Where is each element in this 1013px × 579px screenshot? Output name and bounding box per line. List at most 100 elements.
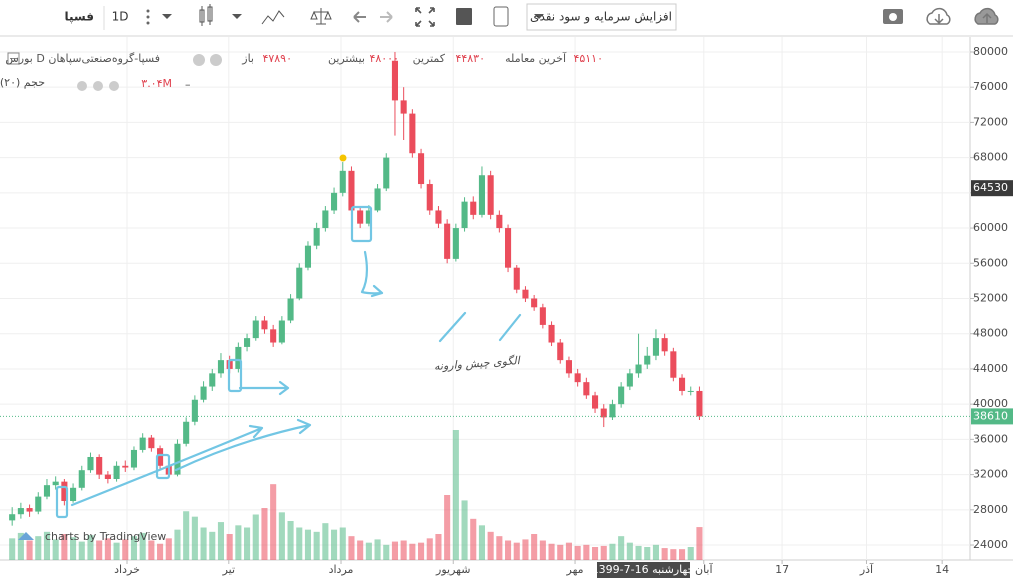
date-badge <box>597 562 690 578</box>
candle-body <box>496 214 503 229</box>
volume-bar <box>96 540 103 560</box>
publish-button[interactable] <box>974 7 999 25</box>
candle-body <box>244 338 251 347</box>
candle-body <box>365 210 372 224</box>
volume-bar <box>557 544 564 560</box>
candle-body <box>418 153 425 185</box>
candle-body <box>157 448 164 466</box>
volume-bar <box>435 534 442 560</box>
candle-body <box>122 465 129 468</box>
event-menu[interactable] <box>526 3 677 31</box>
volume-bar <box>652 544 659 560</box>
legend-high-value: ۴۸۰۰۰ <box>369 52 399 65</box>
candle-body <box>539 307 546 325</box>
candle-body <box>600 408 607 418</box>
undo-button[interactable] <box>353 11 366 23</box>
candle-body <box>61 481 68 502</box>
load-button[interactable] <box>926 7 951 25</box>
candle-body <box>652 338 659 356</box>
indicators-button[interactable] <box>261 10 285 25</box>
compare-button[interactable] <box>310 8 332 25</box>
candle-body <box>531 298 538 308</box>
date-label: چهارشنبه 16-7-1399 <box>592 563 695 576</box>
candle-body <box>70 487 77 502</box>
volume-bar <box>365 542 372 560</box>
candle-body <box>478 175 485 215</box>
save-button[interactable] <box>456 8 472 25</box>
interval-dropdown[interactable] <box>162 14 172 19</box>
volume-bar <box>113 542 120 560</box>
candle-body <box>278 320 285 343</box>
x-tick-label: مهر <box>566 563 584 576</box>
x-tick-label: 14 <box>935 563 949 576</box>
candle-body <box>661 338 668 352</box>
interval[interactable]: 1D <box>112 10 129 24</box>
chart-type-dropdown[interactable] <box>232 14 242 19</box>
volume-bar <box>26 540 33 560</box>
candle-body <box>313 228 320 246</box>
volume-bar <box>513 542 520 560</box>
volume-bar <box>209 531 216 560</box>
template-button[interactable] <box>493 6 509 27</box>
volume-bar <box>539 540 546 560</box>
volume-bar <box>444 495 451 560</box>
symbol[interactable]: فسپا <box>65 10 94 24</box>
legend-open-value: ۴۷۸۹۰ <box>262 52 292 65</box>
more-button[interactable] <box>146 9 150 25</box>
y-tick-label: 44000 <box>973 362 1008 375</box>
volume-bar <box>592 547 599 560</box>
y-tick-label: 36000 <box>973 432 1008 445</box>
grid <box>0 37 970 560</box>
volume-bar <box>618 536 625 560</box>
volume-sep: – <box>185 78 191 91</box>
legend-last-value: ۴۵۱۱۰ <box>573 52 603 65</box>
volume-value: ۳.۰۴M <box>141 77 172 90</box>
volume-bar <box>191 516 198 560</box>
series-buttons[interactable] <box>193 54 222 66</box>
collapse-button[interactable] <box>7 52 20 65</box>
volume-bar <box>183 511 190 560</box>
volume-bar <box>331 529 338 560</box>
y-tick-label: 24000 <box>973 538 1008 551</box>
event-dropdown <box>534 14 544 19</box>
candle-body <box>287 298 294 321</box>
candle-body <box>513 267 520 290</box>
candle-body <box>618 386 625 405</box>
volume-bar <box>348 536 355 560</box>
candle-body <box>9 514 16 521</box>
volume-bar <box>522 539 529 560</box>
volume-bar <box>226 534 233 560</box>
volume-bar <box>583 544 590 560</box>
candle-body <box>252 320 259 339</box>
fullscreen-button[interactable] <box>415 7 435 27</box>
volume-bar <box>87 535 94 560</box>
volume-bar <box>165 538 172 560</box>
arrow <box>238 380 290 396</box>
candle-body <box>235 346 242 369</box>
candle-body <box>409 113 416 154</box>
x-tick-label: خرداد <box>114 563 140 576</box>
volume-bar <box>296 527 303 560</box>
candle-body <box>644 355 651 365</box>
candle-body <box>522 289 529 299</box>
candle-body <box>304 245 312 268</box>
volume-bar <box>278 512 285 560</box>
volume-bar <box>426 538 433 560</box>
candle-body <box>104 474 111 479</box>
chart-type-button[interactable] <box>199 4 213 26</box>
volume-bar <box>139 532 146 560</box>
volume-bar <box>609 543 616 560</box>
candle-body <box>87 456 94 471</box>
redo-button[interactable] <box>380 11 393 23</box>
annotation-text: الگوی چیش وارونه <box>434 354 522 373</box>
volume-buttons[interactable] <box>77 81 119 91</box>
candle-body <box>78 470 85 488</box>
candle-body <box>557 342 564 361</box>
snapshot-lens <box>889 13 897 21</box>
legend-last-label: آخرین معامله <box>505 51 567 65</box>
volume-bar <box>679 549 686 560</box>
y-tick-label: 52000 <box>973 292 1008 305</box>
volume-bar <box>661 548 668 560</box>
volume-bar <box>157 543 164 560</box>
volume-bar <box>548 543 555 560</box>
